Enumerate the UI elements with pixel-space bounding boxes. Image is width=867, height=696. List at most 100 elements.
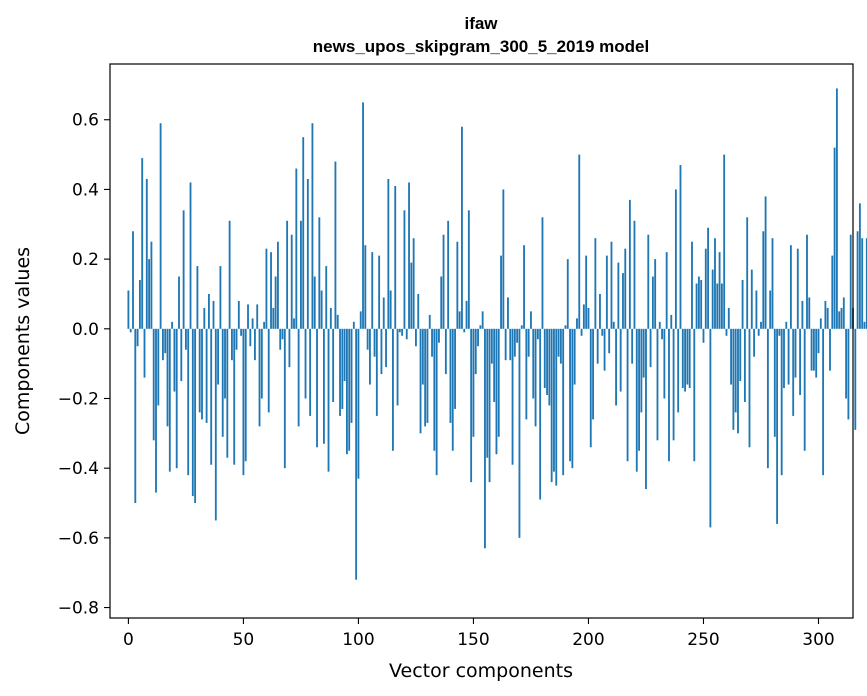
bar-309 [838,311,841,329]
bar-272 [753,328,756,357]
bar-241 [681,328,684,389]
bar-127 [419,328,422,434]
bar-20 [173,328,176,392]
bar-308 [835,88,838,329]
bar-155 [484,328,486,549]
bar-310 [840,307,843,329]
bar-279 [769,290,772,329]
bar-274 [757,328,760,336]
bar-192 [569,328,571,462]
bar-180 [541,217,544,329]
bar-120 [403,210,406,329]
bar-16 [164,328,167,354]
bar-213 [617,262,620,329]
bar-251 [704,248,707,329]
bar-42 [224,328,226,399]
bar-147 [465,300,468,329]
bar-281 [773,328,776,437]
bar-41 [221,328,224,437]
bar-317 [856,231,859,329]
bar-130 [426,328,429,423]
y-axis: −0.8 −0.6 −0.4 −0.2 0.0 0.2 0.4 0.6 [58,111,110,619]
bar-34 [205,328,208,423]
bar-22 [178,276,180,329]
bar-163 [502,189,505,329]
bar-96 [348,328,351,451]
bar-76 [302,137,305,329]
bar-215 [622,273,624,329]
bar-289 [792,328,795,416]
bar-29 [194,328,197,504]
plot-frame [109,63,854,619]
bar-230 [656,328,659,441]
bar-132 [431,328,433,357]
bar-4 [136,328,139,347]
bar-187 [557,328,560,357]
bar-208 [605,255,608,329]
bar-44 [228,220,231,329]
bar-72 [293,318,295,329]
bar-78 [306,178,309,329]
bar-252 [707,227,709,329]
bar-301 [819,318,822,329]
bar-55 [254,328,256,361]
bar-303 [824,300,827,329]
bar-212 [615,328,617,406]
bar-305 [829,328,831,371]
bar-50 [242,328,245,476]
bar-51 [244,328,247,462]
bar-264 [734,328,737,413]
bar-298 [812,328,815,371]
y-tick-label-2: −0.4 [58,459,99,479]
bar-60 [265,248,268,329]
y-tick-label-6: 0.4 [72,180,99,200]
bar-121 [405,328,408,340]
bar-259 [723,154,726,329]
bar-201 [589,328,592,448]
bar-233 [663,328,666,399]
y-tick-label-7: 0.6 [72,111,99,131]
bar-319 [861,238,864,329]
bar-56 [256,304,259,329]
bar-27 [189,182,192,329]
bar-185 [553,328,555,472]
bar-261 [727,307,730,329]
bar-270 [748,328,751,448]
bar-118 [398,328,401,333]
bar-145 [461,126,463,329]
bar-69 [286,220,289,329]
bar-33 [203,307,206,329]
bar-202 [592,328,594,420]
bar-225 [645,328,647,490]
bar-210 [610,241,613,329]
bar-190 [564,325,567,329]
bar-304 [826,307,829,329]
bar-287 [787,328,790,385]
bar-100 [357,328,360,479]
bar-107 [373,328,376,357]
bar-74 [297,328,300,427]
bar-204 [596,328,599,364]
bar-123 [410,262,413,329]
bar-32 [201,328,203,420]
bar-254 [711,269,714,329]
bar-9 [148,259,151,329]
x-tick-label-5: 250 [687,630,719,650]
chart-subtitle: news_upos_skipgram_300_5_2019 model [313,37,649,56]
bar-176 [532,328,535,399]
bar-277 [764,196,767,329]
bar-36 [210,328,213,465]
bar-52 [247,304,249,329]
bar-186 [555,328,558,486]
x-tick-label-4: 200 [572,630,604,650]
bar-275 [760,321,762,329]
bar-161 [497,328,500,437]
bar-228 [651,276,654,329]
bar-94 [343,328,346,382]
bar-144 [458,311,461,329]
bar-178 [536,328,539,340]
bar-77 [304,328,307,399]
bar-223 [640,328,643,413]
bar-28 [191,328,194,497]
bar-30 [196,266,199,329]
